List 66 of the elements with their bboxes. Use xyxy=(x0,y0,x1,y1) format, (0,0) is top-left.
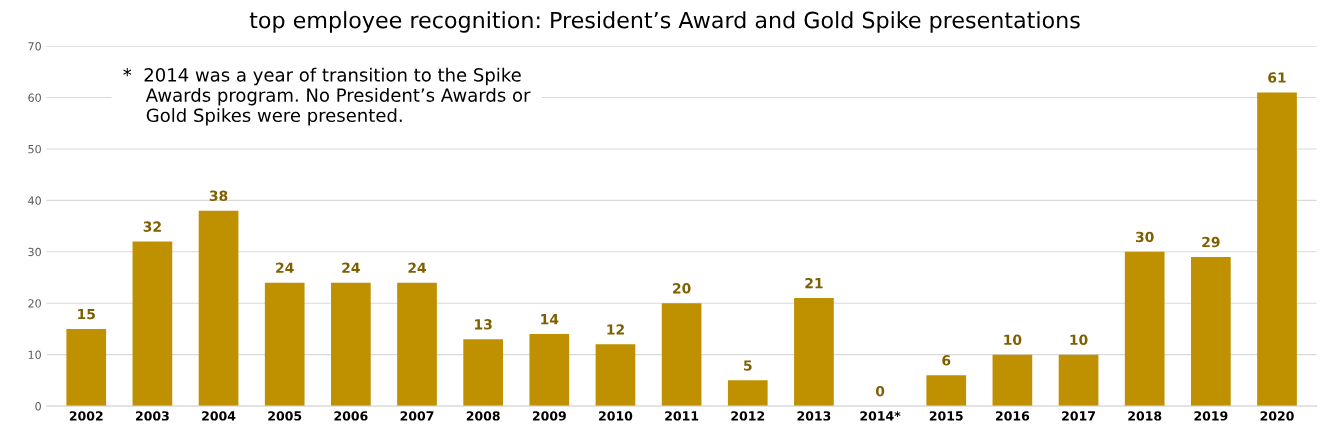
y-tick-label: 60 xyxy=(28,93,41,102)
data-label: 32 xyxy=(143,221,161,232)
data-label: 24 xyxy=(342,262,360,273)
bar xyxy=(1124,251,1165,407)
bar xyxy=(331,282,371,407)
x-tick-label: 2020 xyxy=(1260,411,1294,421)
y-tick-label: 20 xyxy=(28,299,41,308)
x-tick-label: 2008 xyxy=(466,411,500,421)
x-tick-label: 2007 xyxy=(400,411,434,421)
bar xyxy=(198,210,239,407)
annotation: * 2014 was a year of transition to the Spike Awards program. No President’s Awards or Gold Spikes were presented. xyxy=(123,67,531,126)
bar xyxy=(132,241,173,407)
data-label: 13 xyxy=(475,319,492,330)
bar xyxy=(992,354,1033,407)
bar xyxy=(463,339,504,407)
data-label: 0 xyxy=(875,385,885,397)
x-tick-label: 2016 xyxy=(995,411,1030,421)
x-tick-label: 2012 xyxy=(731,411,765,421)
bar xyxy=(661,303,702,407)
x-tick-label: 2014* xyxy=(860,411,901,421)
data-label: 5 xyxy=(744,360,752,371)
data-label: 10 xyxy=(1004,334,1022,346)
data-label: 10 xyxy=(1070,334,1088,346)
data-label: 6 xyxy=(942,355,951,366)
bar xyxy=(397,282,437,407)
y-tick-label: 50 xyxy=(28,144,41,154)
bar xyxy=(529,334,570,407)
data-label: 20 xyxy=(673,283,691,294)
x-tick-label: 2010 xyxy=(599,411,633,421)
x-tick-label: 2013 xyxy=(797,411,831,421)
x-tick-label: 2017 xyxy=(1062,411,1095,421)
x-tick-label: 2004 xyxy=(202,411,236,421)
data-label: 38 xyxy=(209,190,228,202)
x-tick-label: 2009 xyxy=(532,411,566,421)
bar xyxy=(264,282,305,407)
chart-title: top employee recognition: President’s Award and Gold Spike presentations xyxy=(249,11,1080,33)
x-tick-label: 2002 xyxy=(69,411,103,421)
x-tick-label: 2015 xyxy=(929,411,963,421)
bar xyxy=(1058,354,1099,407)
bar xyxy=(1191,256,1231,407)
bar xyxy=(66,328,107,407)
x-tick-label: 2018 xyxy=(1128,411,1162,421)
x-tick-label: 2005 xyxy=(268,411,302,421)
data-label: 14 xyxy=(541,314,559,325)
x-tick-label: 2019 xyxy=(1194,411,1228,421)
bar xyxy=(727,380,768,407)
data-label: 15 xyxy=(78,308,95,320)
x-tick-label: 2011 xyxy=(665,411,699,421)
bar xyxy=(794,298,834,407)
y-tick-label: 70 xyxy=(28,42,41,51)
x-tick-label: 2006 xyxy=(334,411,368,421)
bar xyxy=(1257,92,1297,407)
x-tick-label: 2003 xyxy=(135,411,169,421)
y-tick-label: 30 xyxy=(28,247,41,257)
y-tick-label: 10 xyxy=(28,350,41,360)
data-label: 30 xyxy=(1135,231,1154,243)
data-label: 12 xyxy=(607,324,624,335)
data-label: 24 xyxy=(276,262,294,273)
y-tick-label: 0 xyxy=(35,402,41,411)
data-label: 61 xyxy=(1268,72,1286,83)
y-tick-label: 40 xyxy=(28,196,41,205)
data-label: 29 xyxy=(1202,236,1220,248)
bar xyxy=(926,375,967,407)
data-label: 21 xyxy=(805,277,823,289)
data-label: 24 xyxy=(408,262,427,273)
bar xyxy=(595,344,636,407)
